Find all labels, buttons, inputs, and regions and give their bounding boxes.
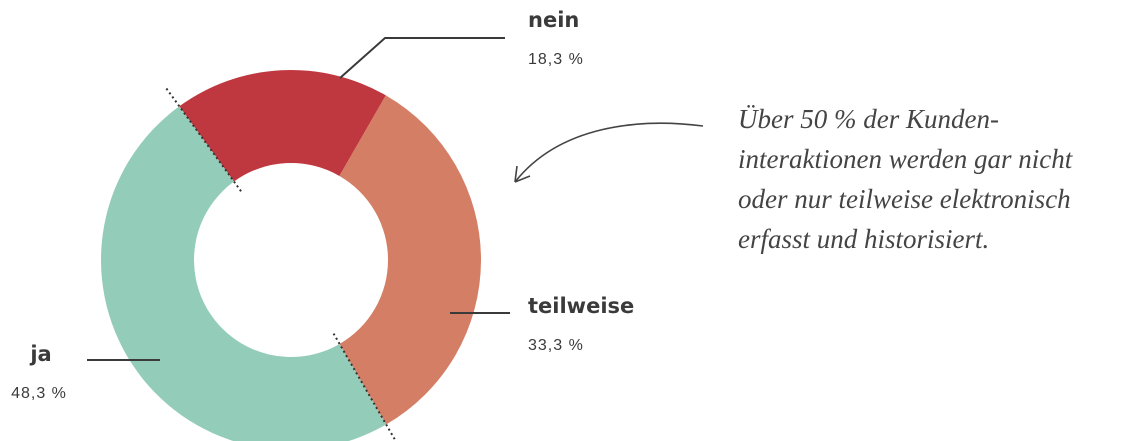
labels: nein 18,3 % teilweise 33,3 % ja 48,3 % bbox=[11, 8, 634, 402]
separator bbox=[165, 87, 242, 192]
category-label: ja bbox=[29, 342, 51, 366]
annotation-line: oder nur teilweise elektronisch bbox=[738, 184, 1071, 214]
arrow bbox=[514, 122, 704, 183]
category-label: nein bbox=[528, 8, 579, 32]
value-label: 33,3 % bbox=[528, 337, 584, 354]
value-label: 18,3 % bbox=[528, 51, 584, 68]
category-label: teilweise bbox=[528, 294, 634, 318]
leader-line bbox=[339, 37, 505, 79]
arrow-head bbox=[514, 165, 531, 183]
slice bbox=[101, 106, 387, 441]
slice bbox=[339, 95, 482, 425]
annotation-line: interaktionen werden gar nicht bbox=[738, 144, 1074, 174]
separator bbox=[332, 333, 397, 441]
annotation-line: Über 50 % der Kunden- bbox=[738, 104, 999, 134]
annotation-line: erfasst und historisiert. bbox=[738, 224, 989, 254]
slice bbox=[179, 70, 386, 182]
value-label: 48,3 % bbox=[11, 385, 67, 402]
donut bbox=[101, 70, 482, 441]
